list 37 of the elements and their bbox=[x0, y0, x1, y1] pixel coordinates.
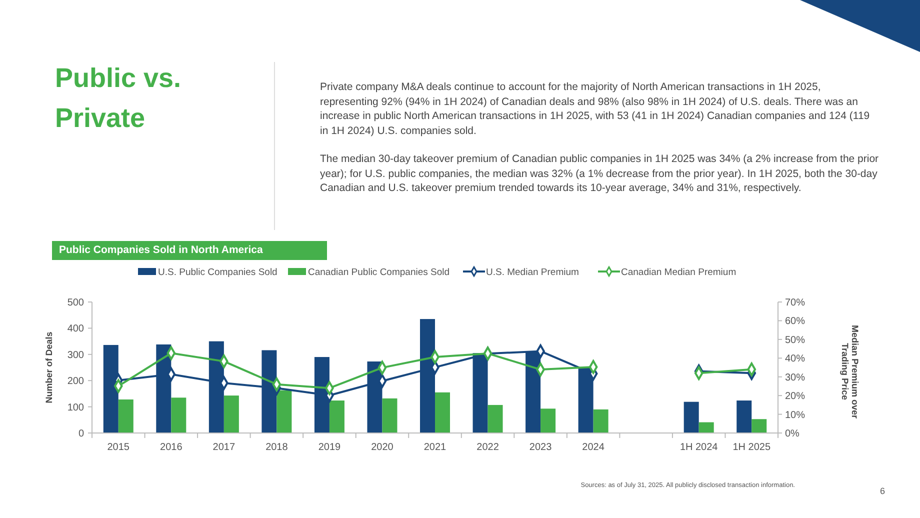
y2-tick-label: 10% bbox=[785, 410, 806, 421]
x-tick-label: 2023 bbox=[529, 442, 552, 453]
legend-label: Canadian Median Premium bbox=[621, 267, 736, 278]
y2-axis-title: Median Premium over Trading Price bbox=[839, 324, 860, 421]
chart-subtitle: Public Companies Sold in North America bbox=[52, 241, 327, 260]
x-tick-label: 2016 bbox=[160, 442, 183, 453]
x-tick-label: 2024 bbox=[582, 442, 605, 453]
text: Private company M&A deals continue to account for the majority of North American transactions in 1H 2025, representing 92% (94% in 1H 2024) of Canadian deals and 98% (also 98% in 1H 2024) of U.S. deals. There was an increase in public North American transactions in 1H 2025, with 53 (41 in 1H 2024) Canadian companies and 124 (119 in 1H 2024) U.S. companies sold. bbox=[320, 80, 871, 138]
x-tick-label: 2021 bbox=[424, 442, 447, 453]
legend-label: U.S. Public Companies Sold bbox=[158, 267, 278, 278]
y-tick-label: 400 bbox=[67, 324, 84, 335]
legend-label: Canadian Public Companies Sold bbox=[308, 267, 450, 278]
y2-tick-label: 50% bbox=[785, 334, 806, 346]
y-tick-label: 200 bbox=[67, 376, 84, 388]
y-tick-label: 500 bbox=[67, 298, 84, 308]
y2-tick-label: 20% bbox=[785, 391, 806, 402]
x-tick-label: 2015 bbox=[107, 442, 130, 453]
y-tick-label: 300 bbox=[67, 350, 84, 361]
x-tick-label: 1H 2025 bbox=[732, 442, 771, 453]
y2-tick-label: 30% bbox=[785, 372, 806, 384]
text: 6 bbox=[880, 486, 886, 496]
x-tick-label: 2017 bbox=[212, 442, 236, 453]
x-tick-label: 2022 bbox=[476, 442, 500, 453]
y2-tick-label: 60% bbox=[785, 316, 806, 328]
x-tick-label: 2018 bbox=[266, 442, 288, 453]
y2-tick-label: 0% bbox=[785, 428, 800, 440]
chart-title: Public vs. Private bbox=[55, 62, 182, 135]
y-tick-label: 0 bbox=[78, 428, 84, 440]
x-tick-label: 2019 bbox=[318, 442, 342, 453]
y-tick-label: 100 bbox=[67, 402, 84, 414]
y2-tick-label: 70% bbox=[785, 298, 806, 308]
text: The median 30-day takeover premium of Canadian public companies in 1H 2025 was 34% (a 2% increase from the prior year); for U.S. public companies, the median was 32% (a 1% decrease from the prior year). In 1H 2025, both the 30-day Canadian and U.S. takeover premium trended towards its 10-year average, 34% and 31%, respectively. bbox=[320, 152, 880, 196]
legend-label: U.S. Median Premium bbox=[486, 267, 580, 278]
x-tick-label: 1H 2024 bbox=[680, 442, 718, 453]
y2-tick-label: 40% bbox=[785, 354, 806, 365]
y-axis-title: Number of Deals bbox=[44, 332, 54, 404]
x-tick-label: 2020 bbox=[371, 442, 394, 453]
